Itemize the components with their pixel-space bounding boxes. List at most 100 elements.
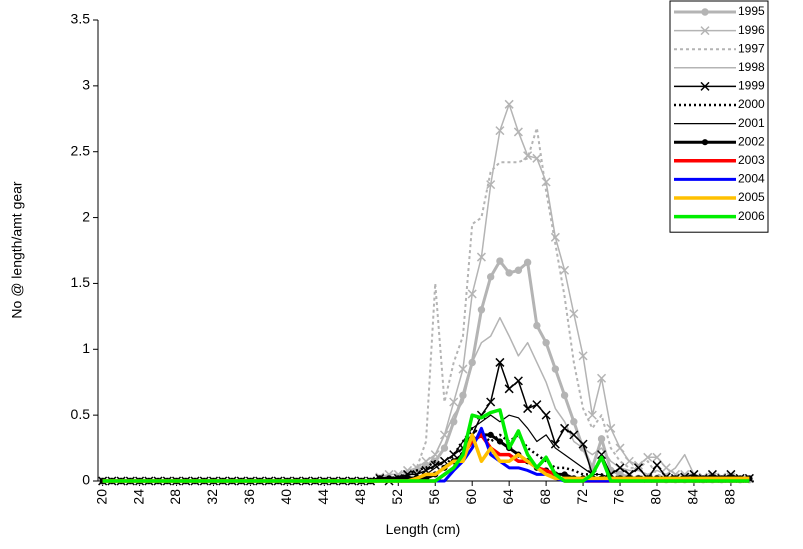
legend-marker (700, 81, 710, 91)
data-point (561, 471, 568, 478)
data-point (486, 397, 496, 407)
legend: 1995 1996 1997 1998 1999 2000 2001 2002 2003 2004… (669, 0, 769, 233)
series (102, 408, 750, 483)
data-point (477, 306, 486, 314)
data-point (606, 423, 616, 433)
data-point (495, 357, 505, 367)
data-point (560, 391, 569, 400)
data-point (523, 258, 532, 267)
x-tick-label: 20 (93, 489, 109, 505)
data-point (513, 376, 523, 386)
x-tick-label: 48 (352, 489, 368, 505)
x-tick-label: 60 (463, 489, 479, 505)
data-point (597, 450, 607, 460)
x-axis-title: Length (cm) (386, 521, 461, 537)
y-tick-label: 3 (82, 77, 90, 93)
legend-label: 2000 (738, 97, 765, 111)
data-point (532, 153, 542, 163)
series (98, 99, 754, 486)
data-point (550, 439, 560, 449)
y-tick-label: 2.5 (71, 142, 91, 158)
data-point (578, 351, 588, 361)
data-point (487, 431, 494, 438)
y-tick-label: 0 (82, 472, 90, 488)
data-point (542, 339, 550, 347)
x-tick-label: 64 (500, 489, 516, 505)
data-line (102, 127, 750, 482)
x-tick-label: 84 (685, 489, 701, 505)
data-point (615, 443, 625, 453)
legend-label: 1996 (738, 23, 765, 37)
data-point (569, 309, 579, 319)
data-point (569, 430, 579, 440)
legend-label: 2001 (738, 116, 765, 130)
y-tick-label: 0.5 (71, 406, 91, 422)
data-line (102, 316, 750, 482)
y-tick-label: 2 (82, 208, 90, 224)
data-point (504, 99, 514, 109)
legend-label: 2002 (738, 134, 765, 148)
y-axis-title: No @ length/amt gear (9, 181, 25, 319)
x-tick-label: 40 (278, 489, 294, 505)
data-point (570, 418, 578, 426)
y-tick-label: 3.5 (71, 11, 91, 27)
x-tick-label: 52 (389, 489, 405, 505)
legend-label: 1997 (738, 41, 765, 55)
data-point (624, 456, 634, 466)
data-point (643, 452, 653, 462)
data-point (615, 463, 625, 473)
data-line (102, 259, 750, 483)
data-point (533, 321, 541, 330)
data-point (560, 423, 570, 433)
data-point (532, 400, 542, 410)
data-point (449, 397, 459, 407)
data-point (496, 257, 504, 265)
data-point (486, 180, 496, 190)
data-point (560, 265, 570, 275)
data-point (633, 460, 644, 470)
y-tick-label: 1.5 (71, 274, 91, 290)
data-point (541, 410, 551, 420)
data-point (495, 126, 505, 136)
legend-label: 2004 (738, 172, 765, 186)
legend-marker (700, 26, 710, 36)
data-point (458, 364, 468, 374)
legend-label: 1998 (738, 60, 765, 74)
y-tick-label: 1 (82, 340, 90, 356)
data-point (661, 463, 671, 473)
legend-label: 2003 (738, 153, 765, 167)
data-point (486, 273, 495, 281)
x-tick-label: 44 (315, 489, 331, 505)
x-tick-label: 76 (611, 489, 627, 505)
data-point (513, 127, 523, 137)
x-tick-label: 88 (722, 489, 738, 505)
data-point (633, 463, 644, 473)
x-tick-label: 24 (130, 489, 146, 505)
legend-label: 1999 (738, 79, 765, 93)
x-tick-label: 36 (241, 489, 257, 505)
data-point (514, 266, 523, 274)
x-tick-label: 56 (426, 489, 442, 505)
x-tick-label: 80 (648, 489, 664, 505)
data-point (523, 151, 533, 161)
data-point (587, 410, 597, 420)
data-point (597, 373, 607, 383)
legend-label: 1995 (738, 4, 765, 18)
data-point (652, 452, 662, 462)
data-point (467, 289, 477, 299)
series (102, 316, 750, 482)
legend-label: 2006 (738, 209, 765, 223)
series (98, 257, 754, 485)
x-tick-label: 68 (537, 489, 553, 505)
legend-box (669, 0, 769, 233)
data-point (551, 365, 560, 373)
x-tick-label: 28 (167, 489, 183, 505)
legend-marker (701, 8, 709, 16)
data-point (504, 384, 514, 394)
data-point (496, 438, 504, 445)
data-line (102, 408, 750, 483)
series (102, 127, 750, 482)
x-tick-label: 72 (574, 489, 590, 505)
legend-marker (701, 139, 709, 146)
